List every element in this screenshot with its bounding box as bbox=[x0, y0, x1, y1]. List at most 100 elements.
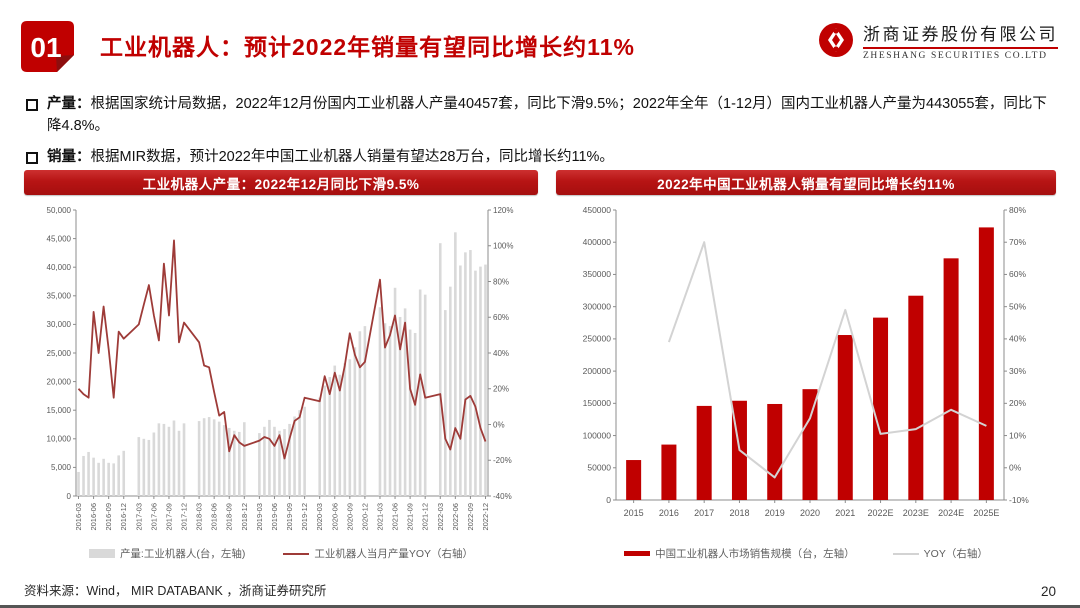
svg-text:0%: 0% bbox=[493, 420, 505, 429]
svg-text:30%: 30% bbox=[1009, 366, 1026, 376]
svg-text:-10%: -10% bbox=[1009, 495, 1029, 505]
svg-text:45,000: 45,000 bbox=[47, 234, 72, 243]
legend-item: 工业机器人当月产量YOY（右轴） bbox=[283, 546, 473, 561]
svg-text:20%: 20% bbox=[493, 385, 509, 394]
production-chart-banner: 工业机器人产量：2022年12月同比下滑9.5% bbox=[24, 170, 538, 195]
svg-text:-20%: -20% bbox=[493, 456, 512, 465]
svg-text:2018-06: 2018-06 bbox=[210, 503, 219, 531]
svg-text:2025E: 2025E bbox=[973, 508, 999, 518]
svg-text:150000: 150000 bbox=[583, 398, 612, 408]
svg-text:5,000: 5,000 bbox=[51, 463, 72, 472]
svg-text:2022-03: 2022-03 bbox=[436, 503, 445, 531]
sales-yoy-line bbox=[667, 241, 987, 479]
svg-text:2017-06: 2017-06 bbox=[149, 503, 158, 531]
bullet-sales-label: 销量： bbox=[47, 148, 91, 165]
svg-text:2017-03: 2017-03 bbox=[134, 503, 143, 531]
bullet-production-label: 产量： bbox=[47, 96, 91, 112]
svg-text:300000: 300000 bbox=[583, 301, 612, 311]
svg-text:60%: 60% bbox=[493, 313, 509, 322]
svg-text:10%: 10% bbox=[1009, 430, 1026, 440]
svg-text:0: 0 bbox=[67, 492, 72, 501]
legend-label: 中国工业机器人市场销售规模（台，左轴） bbox=[655, 548, 855, 560]
svg-text:2019-09: 2019-09 bbox=[285, 503, 294, 531]
svg-text:2020-12: 2020-12 bbox=[360, 503, 369, 531]
svg-text:40,000: 40,000 bbox=[47, 263, 72, 272]
svg-text:2016-03: 2016-03 bbox=[74, 503, 83, 531]
svg-text:2017-12: 2017-12 bbox=[180, 503, 189, 531]
svg-text:2018: 2018 bbox=[729, 508, 749, 518]
sales-chart-legend: 中国工业机器人市场销售规模（台，左轴） YOY（右轴） bbox=[556, 546, 1056, 561]
legend-label: YOY（右轴） bbox=[923, 548, 988, 560]
legend-item: YOY（右轴） bbox=[892, 546, 988, 561]
svg-text:40%: 40% bbox=[1009, 334, 1026, 344]
bullet-square-icon bbox=[26, 99, 38, 111]
svg-text:2018-03: 2018-03 bbox=[195, 503, 204, 531]
svg-text:50,000: 50,000 bbox=[47, 206, 72, 215]
svg-text:200000: 200000 bbox=[583, 366, 612, 376]
legend-label: 工业机器人当月产量YOY（右轴） bbox=[314, 548, 474, 560]
page-number: 20 bbox=[1040, 584, 1056, 599]
svg-text:40%: 40% bbox=[493, 349, 509, 358]
production-x-labels: 2016-03 2016-06 2016-09 2016-12 2017-03 2017-… bbox=[74, 496, 490, 531]
sales-chart: 0 50000 100000 150000 200000 250000 300000 3500… bbox=[583, 205, 1030, 518]
sales-axes: 0 50000 100000 150000 200000 250000 300000 3500… bbox=[583, 205, 1030, 505]
bullet-sales: 销量：根据MIR数据，预计2022年中国工业机器人销量有望达28万台，同比增长约… bbox=[24, 147, 1058, 169]
svg-text:2017-09: 2017-09 bbox=[164, 503, 173, 531]
page-title: 工业机器人：预计2022年销量有望同比增长约11% bbox=[100, 34, 635, 60]
production-bars bbox=[77, 232, 487, 497]
production-chart: 0 5,000 10,000 15,000 20,000 25,000 30,000 35,0… bbox=[47, 206, 514, 531]
svg-text:2020-03: 2020-03 bbox=[315, 503, 324, 531]
production-yoy-line bbox=[77, 239, 487, 460]
svg-text:2022-12: 2022-12 bbox=[481, 503, 490, 531]
svg-text:2021-03: 2021-03 bbox=[375, 503, 384, 531]
production-chart-panel: 工业机器人产量：2022年12月同比下滑9.5% 0 5,000 10,000 15,… bbox=[24, 170, 538, 561]
svg-text:2023E: 2023E bbox=[903, 508, 929, 518]
sales-chart-banner: 2022年中国工业机器人销量有望同比增长约11% bbox=[556, 170, 1056, 195]
section-number-badge: 01 bbox=[20, 20, 76, 74]
svg-text:2019: 2019 bbox=[765, 508, 785, 518]
company-logo: 浙商证券股份有限公司 ZHESHANG SECURITIES CO.LTD bbox=[816, 20, 1058, 61]
svg-text:80%: 80% bbox=[493, 277, 509, 286]
svg-text:80%: 80% bbox=[1009, 205, 1026, 215]
sales-bars bbox=[626, 227, 994, 500]
svg-text:2021: 2021 bbox=[835, 508, 855, 518]
svg-text:120%: 120% bbox=[493, 206, 513, 215]
svg-text:2021-09: 2021-09 bbox=[406, 503, 415, 531]
svg-text:10,000: 10,000 bbox=[47, 435, 72, 444]
svg-text:350000: 350000 bbox=[583, 269, 612, 279]
svg-text:60%: 60% bbox=[1009, 269, 1026, 279]
svg-text:20,000: 20,000 bbox=[47, 377, 72, 386]
gray-line-swatch-icon bbox=[892, 552, 919, 555]
svg-text:2019-03: 2019-03 bbox=[255, 503, 264, 531]
bullet-sales-body: 根据MIR数据，预计2022年中国工业机器人销量有望达28万台，同比增长约11%… bbox=[90, 148, 614, 165]
bullet-production: 产量：根据国家统计局数据，2022年12月份国内工业机器人产量40457套，同比… bbox=[24, 94, 1058, 138]
bullet-square-icon bbox=[26, 151, 38, 164]
svg-text:2020: 2020 bbox=[800, 508, 820, 518]
sales-chart-panel: 2022年中国工业机器人销量有望同比增长约11% 0 50000 100000 150… bbox=[556, 170, 1056, 561]
svg-text:70%: 70% bbox=[1009, 237, 1026, 247]
red-bar-swatch-icon bbox=[624, 551, 651, 556]
bullet-production-body: 根据国家统计局数据，2022年12月份国内工业机器人产量40457套，同比下滑9… bbox=[47, 96, 1047, 134]
svg-text:50000: 50000 bbox=[587, 463, 611, 473]
svg-text:20%: 20% bbox=[1009, 398, 1026, 408]
svg-text:50%: 50% bbox=[1009, 301, 1026, 311]
svg-text:2016-06: 2016-06 bbox=[89, 503, 98, 531]
svg-text:2022-09: 2022-09 bbox=[466, 503, 475, 531]
svg-text:35,000: 35,000 bbox=[47, 292, 72, 301]
svg-text:15,000: 15,000 bbox=[47, 406, 72, 415]
svg-text:0%: 0% bbox=[1009, 463, 1022, 473]
svg-text:2016: 2016 bbox=[659, 508, 679, 518]
svg-text:450000: 450000 bbox=[583, 205, 612, 215]
svg-text:400000: 400000 bbox=[583, 237, 612, 247]
svg-text:2018-09: 2018-09 bbox=[225, 503, 234, 531]
gray-bar-swatch-icon bbox=[88, 549, 115, 558]
bullet-sales-text: 销量：根据MIR数据，预计2022年中国工业机器人销量有望达28万台，同比增长约… bbox=[47, 147, 614, 169]
svg-text:25,000: 25,000 bbox=[47, 349, 72, 358]
logo-texts: 浙商证券股份有限公司 ZHESHANG SECURITIES CO.LTD bbox=[863, 20, 1058, 61]
legend-item: 产量:工业机器人(台，左轴) bbox=[88, 546, 245, 561]
svg-text:2022-06: 2022-06 bbox=[451, 503, 460, 531]
source-note: 资料来源：Wind， MIR DATABANK ，浙商证券研究所 bbox=[24, 584, 327, 598]
svg-text:2016-12: 2016-12 bbox=[119, 503, 128, 531]
svg-text:2017: 2017 bbox=[694, 508, 714, 518]
